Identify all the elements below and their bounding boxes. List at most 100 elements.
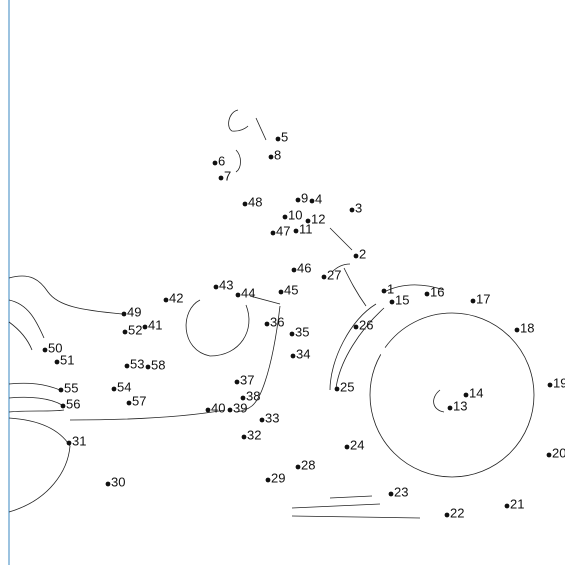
dot xyxy=(546,452,552,458)
dot xyxy=(295,464,301,470)
dot xyxy=(145,364,151,370)
dot xyxy=(504,503,510,509)
dot-number: 25 xyxy=(340,379,354,394)
dot xyxy=(321,274,327,280)
dot xyxy=(227,407,233,413)
dot-number: 47 xyxy=(276,223,290,238)
dot-number: 39 xyxy=(233,400,247,415)
dot xyxy=(242,201,248,207)
dot-number: 10 xyxy=(288,207,302,222)
dot-number: 54 xyxy=(117,379,131,394)
dot xyxy=(264,321,270,327)
dot xyxy=(124,363,130,369)
dot xyxy=(213,284,219,290)
dot-number: 58 xyxy=(151,357,165,372)
dot-number: 55 xyxy=(64,380,78,395)
dot-number: 24 xyxy=(350,437,364,452)
dot-number: 27 xyxy=(327,267,341,282)
dot-number: 18 xyxy=(520,320,534,335)
dot-number: 28 xyxy=(301,457,315,472)
dot-number: 41 xyxy=(148,317,162,332)
dot-number: 15 xyxy=(395,292,409,307)
dot-number: 7 xyxy=(224,168,231,183)
dot-number: 38 xyxy=(246,388,260,403)
dot-number: 42 xyxy=(169,290,183,305)
dot xyxy=(205,407,211,413)
dot xyxy=(305,218,311,224)
dot xyxy=(265,477,271,483)
dot-number: 8 xyxy=(274,147,281,162)
dot-number: 45 xyxy=(284,282,298,297)
dot-number: 37 xyxy=(240,372,254,387)
dot-number: 51 xyxy=(60,352,74,367)
dot xyxy=(353,253,359,259)
dot xyxy=(293,228,299,234)
dot xyxy=(291,267,297,273)
dot xyxy=(470,298,476,304)
dot-number: 3 xyxy=(355,200,362,215)
dot xyxy=(295,197,301,203)
dot xyxy=(547,382,553,388)
dot-number: 4 xyxy=(315,191,322,206)
dot xyxy=(514,327,520,333)
dot-number: 23 xyxy=(394,484,408,499)
outline-drawing xyxy=(8,109,535,519)
dot-number: 35 xyxy=(295,324,309,339)
dot xyxy=(58,387,64,393)
dot-number: 29 xyxy=(271,470,285,485)
dot xyxy=(122,329,128,335)
dot-number: 57 xyxy=(132,393,146,408)
dot-number: 44 xyxy=(241,285,255,300)
dot xyxy=(447,405,453,411)
dot xyxy=(349,207,355,213)
dot xyxy=(142,324,148,330)
dot-number: 20 xyxy=(552,445,565,460)
dot xyxy=(278,289,284,295)
dot-number: 53 xyxy=(130,356,144,371)
dot xyxy=(105,481,111,487)
dot xyxy=(60,403,66,409)
dot xyxy=(240,395,246,401)
dot xyxy=(424,291,430,297)
dot xyxy=(289,331,295,337)
dot-number: 9 xyxy=(301,190,308,205)
dot xyxy=(290,353,296,359)
dot xyxy=(344,444,350,450)
dot-number: 16 xyxy=(430,284,444,299)
dot-number: 21 xyxy=(510,496,524,511)
dot xyxy=(463,392,469,398)
dot-number: 12 xyxy=(311,211,325,226)
dot xyxy=(381,288,387,294)
dot-number: 22 xyxy=(450,505,464,520)
dot xyxy=(334,386,340,392)
dot-number: 36 xyxy=(270,314,284,329)
dot xyxy=(212,160,218,166)
dot xyxy=(353,324,359,330)
dot-number: 11 xyxy=(299,221,313,236)
dot-number: 13 xyxy=(453,398,467,413)
dot-number: 46 xyxy=(297,260,311,275)
dot-number: 32 xyxy=(247,427,261,442)
dot xyxy=(121,311,127,317)
dot xyxy=(241,434,247,440)
dot xyxy=(126,400,132,406)
dot-number: 50 xyxy=(48,340,62,355)
dot-number: 26 xyxy=(359,317,373,332)
dot-number: 5 xyxy=(281,129,288,144)
dot-number: 34 xyxy=(296,346,310,361)
dot xyxy=(42,347,48,353)
dot xyxy=(218,175,224,181)
dot-number: 1 xyxy=(387,281,394,296)
dot-number: 49 xyxy=(127,304,141,319)
dot-number: 33 xyxy=(265,410,279,425)
dot xyxy=(234,379,240,385)
dot xyxy=(66,440,72,446)
dot-number: 56 xyxy=(66,396,80,411)
dot xyxy=(163,297,169,303)
dot-number: 48 xyxy=(248,194,262,209)
dot-number: 52 xyxy=(128,322,142,337)
dot-number: 17 xyxy=(476,291,490,306)
dot xyxy=(388,491,394,497)
